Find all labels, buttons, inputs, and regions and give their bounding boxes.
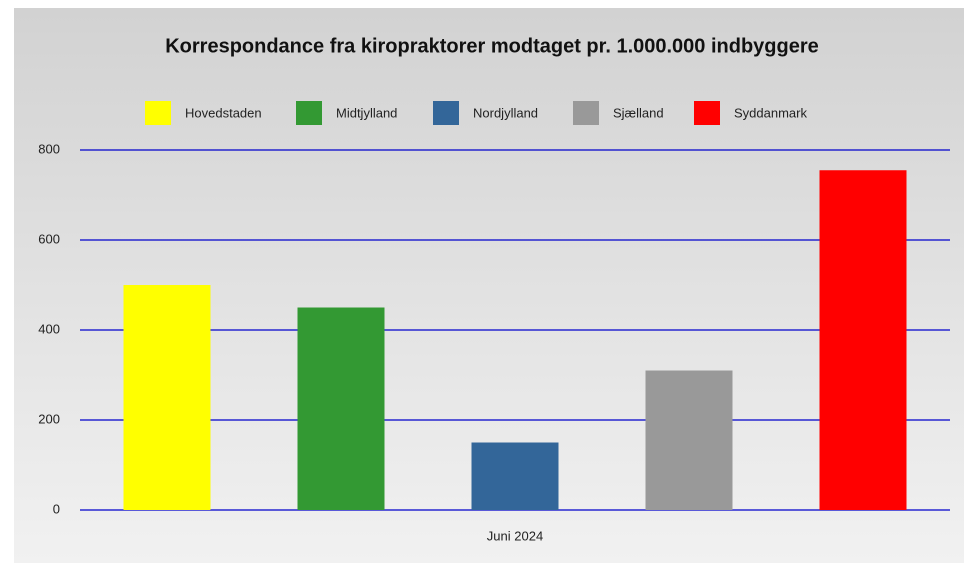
bar bbox=[471, 442, 559, 510]
legend-swatch bbox=[145, 101, 171, 125]
y-tick-label: 800 bbox=[38, 141, 60, 156]
bar bbox=[819, 170, 907, 510]
y-tick-label: 0 bbox=[53, 501, 60, 516]
legend-label: Hovedstaden bbox=[185, 105, 262, 120]
legend-label: Sjælland bbox=[613, 105, 664, 120]
legend-swatch bbox=[433, 101, 459, 125]
y-tick-label: 400 bbox=[38, 321, 60, 336]
legend-swatch bbox=[694, 101, 720, 125]
legend-swatch bbox=[573, 101, 599, 125]
bar bbox=[645, 370, 733, 510]
legend-label: Nordjylland bbox=[473, 105, 538, 120]
legend-label: Syddanmark bbox=[734, 105, 807, 120]
bar bbox=[297, 307, 385, 510]
y-tick-label: 200 bbox=[38, 411, 60, 426]
y-tick-label: 600 bbox=[38, 231, 60, 246]
chart-title: Korrespondance fra kiropraktorer modtage… bbox=[165, 35, 819, 57]
bar bbox=[123, 285, 211, 510]
legend-label: Midtjylland bbox=[336, 105, 397, 120]
x-tick-label: Juni 2024 bbox=[487, 528, 543, 543]
legend-swatch bbox=[296, 101, 322, 125]
